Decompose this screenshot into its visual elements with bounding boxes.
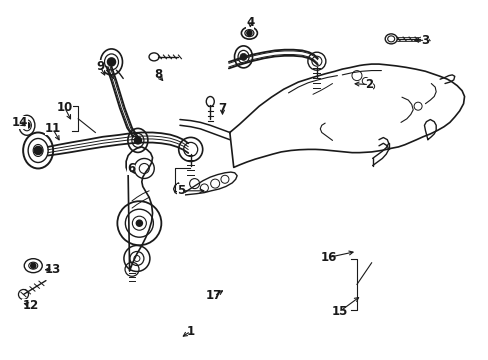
Circle shape <box>240 53 246 60</box>
Text: 2: 2 <box>365 78 372 91</box>
Text: 4: 4 <box>246 16 254 29</box>
Text: 10: 10 <box>56 101 73 114</box>
Text: 13: 13 <box>44 263 61 276</box>
Text: 14: 14 <box>11 116 28 129</box>
Text: 1: 1 <box>186 325 194 338</box>
Circle shape <box>107 58 115 66</box>
Text: 3: 3 <box>421 34 428 47</box>
Text: 7: 7 <box>218 102 226 115</box>
Circle shape <box>136 220 142 226</box>
Circle shape <box>134 137 141 144</box>
Text: 5: 5 <box>177 184 184 197</box>
Text: 12: 12 <box>22 299 39 312</box>
Text: 9: 9 <box>96 60 104 73</box>
Circle shape <box>31 263 36 268</box>
Circle shape <box>246 31 251 36</box>
Text: 11: 11 <box>44 122 61 135</box>
Circle shape <box>24 122 30 128</box>
Circle shape <box>34 147 42 154</box>
Text: 17: 17 <box>205 289 222 302</box>
Text: 16: 16 <box>320 251 336 264</box>
Text: 8: 8 <box>154 68 162 81</box>
Text: 15: 15 <box>331 305 347 318</box>
Text: 6: 6 <box>127 162 135 175</box>
